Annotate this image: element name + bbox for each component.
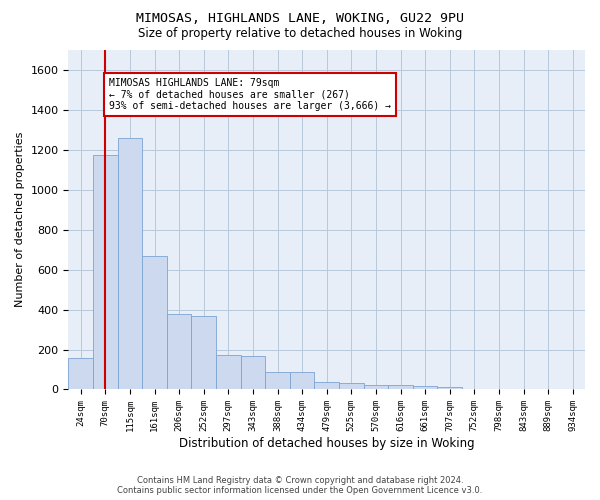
Bar	[388, 385, 413, 390]
Bar	[314, 382, 339, 390]
Bar	[413, 386, 437, 390]
Bar	[290, 372, 314, 390]
Bar	[265, 372, 290, 390]
Text: Contains HM Land Registry data © Crown copyright and database right 2024.
Contai: Contains HM Land Registry data © Crown c…	[118, 476, 482, 495]
Bar	[167, 314, 191, 390]
Bar	[191, 316, 216, 390]
Bar	[93, 155, 118, 390]
Bar	[364, 386, 388, 390]
Bar	[241, 356, 265, 390]
Bar	[437, 388, 462, 390]
Y-axis label: Number of detached properties: Number of detached properties	[15, 132, 25, 308]
Bar	[339, 384, 364, 390]
Text: MIMOSAS, HIGHLANDS LANE, WOKING, GU22 9PU: MIMOSAS, HIGHLANDS LANE, WOKING, GU22 9P…	[136, 12, 464, 26]
Bar	[216, 354, 241, 390]
Bar	[68, 358, 93, 390]
Bar	[142, 256, 167, 390]
Text: Size of property relative to detached houses in Woking: Size of property relative to detached ho…	[138, 28, 462, 40]
X-axis label: Distribution of detached houses by size in Woking: Distribution of detached houses by size …	[179, 437, 475, 450]
Bar	[118, 138, 142, 390]
Text: MIMOSAS HIGHLANDS LANE: 79sqm
← 7% of detached houses are smaller (267)
93% of s: MIMOSAS HIGHLANDS LANE: 79sqm ← 7% of de…	[109, 78, 391, 111]
